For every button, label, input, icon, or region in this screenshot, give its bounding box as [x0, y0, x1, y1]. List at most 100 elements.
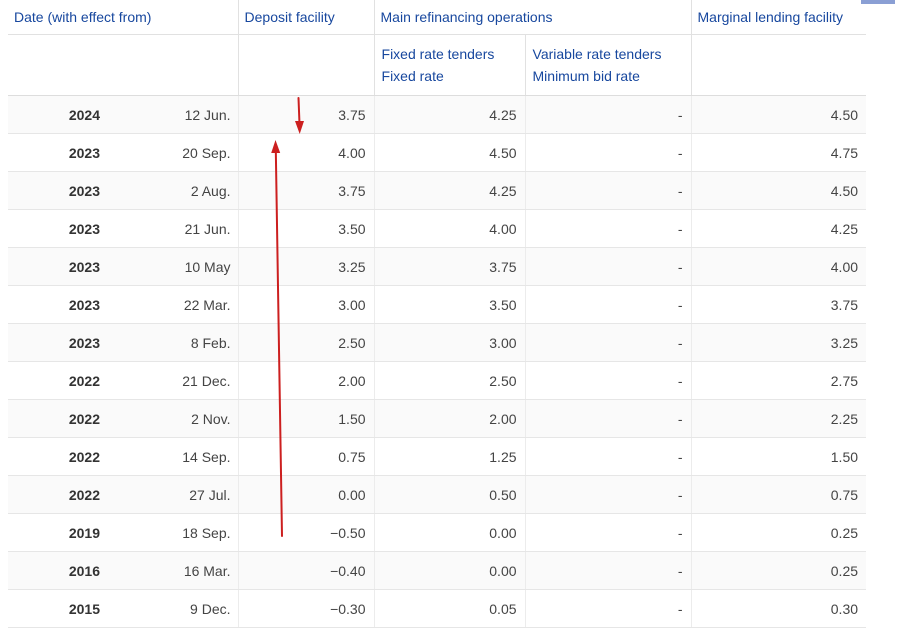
table-row: 2016 16 Mar. −0.40 0.00-0.25: [8, 551, 867, 590]
year-cell: 2019: [8, 513, 100, 552]
day-cell: 2 Nov.: [100, 399, 239, 438]
year-cell: 2023: [8, 133, 100, 172]
variable-rate-cell: -: [524, 247, 692, 286]
deposit-rate-cell: −0.50: [237, 513, 375, 552]
variable-rate-cell: -: [524, 133, 692, 172]
marginal-rate-cell: 0.30: [690, 589, 867, 628]
fixed-rate-cell: 3.75: [373, 247, 526, 286]
variable-rate-cell: -: [524, 209, 692, 248]
minimum-bid-rate-label: Minimum bid rate: [532, 68, 640, 84]
marginal-rate-cell: 0.25: [690, 513, 867, 552]
fixed-rate-cell: 0.50: [373, 475, 526, 514]
fixed-rate-label: Fixed rate: [381, 68, 444, 84]
variable-rate-cell: -: [524, 475, 692, 514]
deposit-rate-cell: 3.00: [237, 285, 375, 324]
year-cell: 2016: [8, 551, 100, 590]
fixed-rate-cell: 4.50: [373, 133, 526, 172]
day-cell: 27 Jul.: [100, 475, 239, 514]
fixed-rate-cell: 4.00: [373, 209, 526, 248]
variable-rate-cell: -: [524, 171, 692, 210]
marginal-rate-cell: 4.00: [690, 247, 867, 286]
table-row: 2022 21 Dec. 2.00 2.50-2.75: [8, 361, 867, 400]
deposit-rate-cell: 3.25: [237, 247, 375, 286]
table-row: 2022 14 Sep. 0.75 1.25-1.50: [8, 437, 867, 476]
table-row: 2023 2 Aug. 3.75 4.25-4.50: [8, 171, 867, 210]
marginal-subheader-empty: [690, 34, 867, 96]
deposit-rate-cell: 3.50: [237, 209, 375, 248]
fixed-rate-subheader: Fixed rate tenders Fixed rate: [373, 34, 526, 96]
scroll-indicator: [861, 0, 895, 4]
deposit-rate-cell: 4.00: [237, 133, 375, 172]
deposit-subheader-empty: [237, 34, 375, 96]
day-cell: 20 Sep.: [100, 133, 239, 172]
year-cell: 2022: [8, 361, 100, 400]
fixed-rate-cell: 2.50: [373, 361, 526, 400]
date-column-header: Date (with effect from): [8, 0, 239, 35]
year-cell: 2022: [8, 437, 100, 476]
marginal-rate-cell: 4.50: [690, 95, 867, 134]
fixed-rate-cell: 4.25: [373, 95, 526, 134]
marginal-rate-cell: 2.25: [690, 399, 867, 438]
fixed-rate-cell: 1.25: [373, 437, 526, 476]
fixed-rate-tenders-label: Fixed rate tenders: [381, 46, 495, 62]
date-subheader-empty: [8, 34, 239, 96]
deposit-rate-cell: 2.50: [237, 323, 375, 362]
variable-rate-cell: -: [524, 589, 692, 628]
marginal-rate-cell: 0.75: [690, 475, 867, 514]
fixed-rate-cell: 0.00: [373, 513, 526, 552]
header-row-sub: Fixed rate tenders Fixed rate Variable r…: [8, 34, 867, 96]
table-row: 2023 22 Mar. 3.00 3.50-3.75: [8, 285, 867, 324]
table-row: 2023 8 Feb. 2.50 3.00-3.25: [8, 323, 867, 362]
year-cell: 2023: [8, 247, 100, 286]
table-row: 2015 9 Dec. −0.30 0.05-0.30: [8, 589, 867, 628]
day-cell: 8 Feb.: [100, 323, 239, 362]
marginal-rate-cell: 4.75: [690, 133, 867, 172]
table-row: 2023 10 May 3.25 3.75-4.00: [8, 247, 867, 286]
header-row-main: Date (with effect from) Deposit facility…: [8, 0, 867, 35]
variable-rate-cell: -: [524, 513, 692, 552]
marginal-rate-cell: 0.25: [690, 551, 867, 590]
year-cell: 2023: [8, 323, 100, 362]
day-cell: 16 Mar.: [100, 551, 239, 590]
deposit-rate-cell: 1.50: [237, 399, 375, 438]
mro-column-header: Main refinancing operations: [373, 0, 692, 35]
table-row: 2023 20 Sep. 4.00 4.50-4.75: [8, 133, 867, 172]
marginal-rate-cell: 4.50: [690, 171, 867, 210]
marginal-rate-cell: 3.75: [690, 285, 867, 324]
variable-rate-cell: -: [524, 437, 692, 476]
year-cell: 2023: [8, 209, 100, 248]
day-cell: 22 Mar.: [100, 285, 239, 324]
year-cell: 2015: [8, 589, 100, 628]
variable-rate-cell: -: [524, 285, 692, 324]
table-row: 2022 2 Nov. 1.50 2.00-2.25: [8, 399, 867, 438]
year-cell: 2023: [8, 285, 100, 324]
variable-rate-cell: -: [524, 551, 692, 590]
year-cell: 2022: [8, 399, 100, 438]
deposit-rate-cell: −0.40: [237, 551, 375, 590]
marginal-rate-cell: 1.50: [690, 437, 867, 476]
fixed-rate-cell: 4.25: [373, 171, 526, 210]
fixed-rate-cell: 2.00: [373, 399, 526, 438]
deposit-rate-cell: 3.75: [237, 95, 375, 134]
day-cell: 21 Jun.: [100, 209, 239, 248]
deposit-column-header: Deposit facility: [237, 0, 375, 35]
fixed-rate-cell: 3.00: [373, 323, 526, 362]
year-cell: 2024: [8, 95, 100, 134]
variable-rate-cell: -: [524, 361, 692, 400]
day-cell: 21 Dec.: [100, 361, 239, 400]
table-row: 2024 12 Jun. 3.75 4.25-4.50: [8, 95, 867, 134]
year-cell: 2023: [8, 171, 100, 210]
deposit-rate-cell: 3.75: [237, 171, 375, 210]
deposit-rate-cell: 0.00: [237, 475, 375, 514]
marginal-column-header: Marginal lending facility: [690, 0, 867, 35]
marginal-rate-cell: 4.25: [690, 209, 867, 248]
table-row: 2022 27 Jul. 0.00 0.50-0.75: [8, 475, 867, 514]
deposit-rate-cell: −0.30: [237, 589, 375, 628]
fixed-rate-cell: 3.50: [373, 285, 526, 324]
fixed-rate-cell: 0.05: [373, 589, 526, 628]
table-row: 2023 21 Jun. 3.50 4.00-4.25: [8, 209, 867, 248]
rates-table: Date (with effect from) Deposit facility…: [8, 0, 867, 628]
variable-rate-tenders-label: Variable rate tenders: [532, 46, 662, 62]
marginal-rate-cell: 3.25: [690, 323, 867, 362]
fixed-rate-cell: 0.00: [373, 551, 526, 590]
